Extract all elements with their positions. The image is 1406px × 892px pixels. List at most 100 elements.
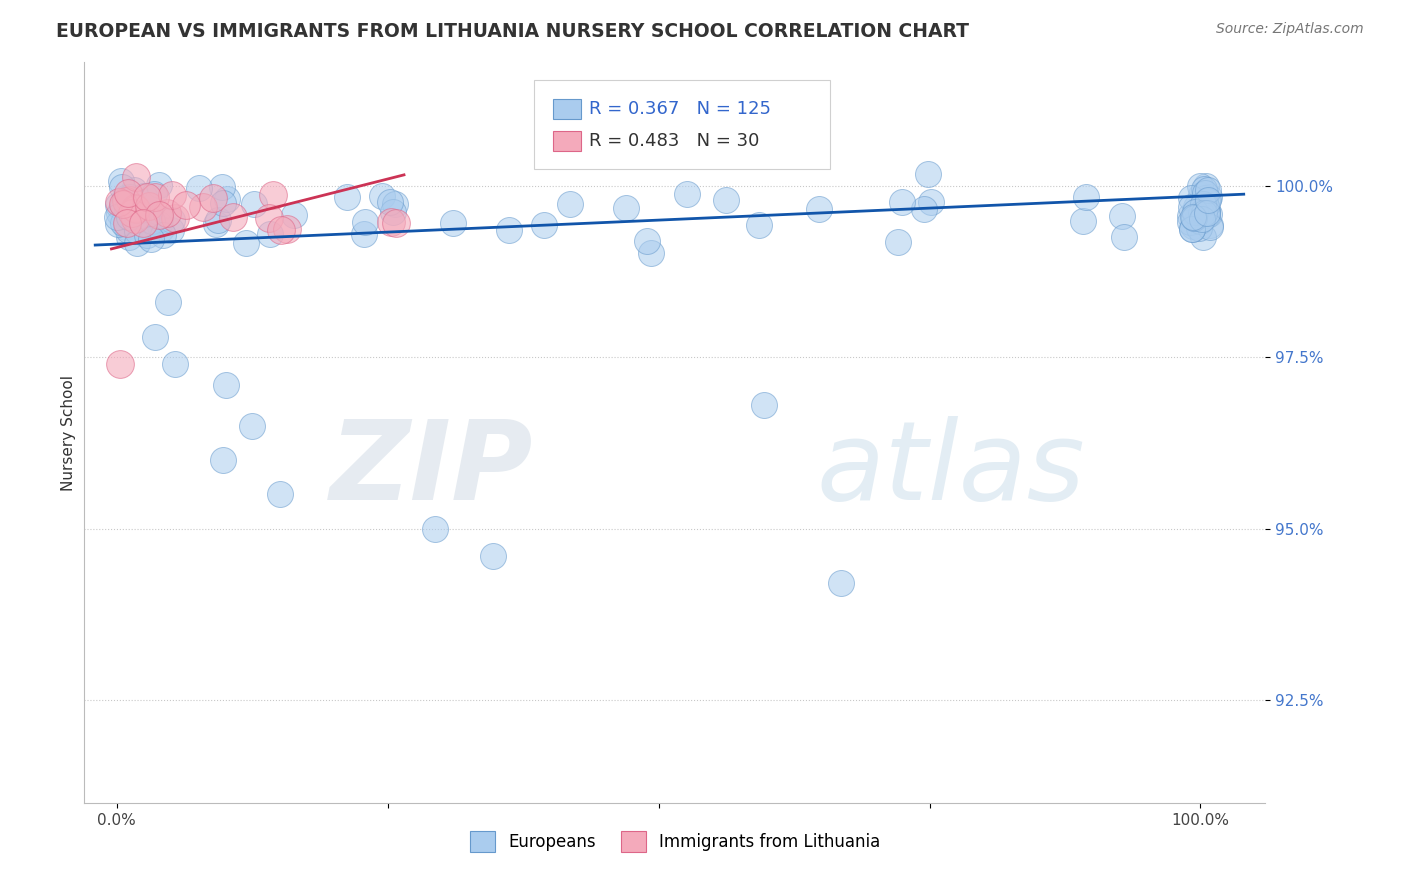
Point xyxy=(121,206,143,220)
Point xyxy=(1194,186,1216,201)
Point xyxy=(118,190,141,204)
Point xyxy=(117,229,139,244)
Legend: Europeans, Immigrants from Lithuania: Europeans, Immigrants from Lithuania xyxy=(463,825,887,858)
Point xyxy=(381,204,404,219)
Point xyxy=(1197,193,1219,207)
Point xyxy=(259,227,281,241)
Point xyxy=(160,188,183,202)
Point xyxy=(384,196,406,211)
Point xyxy=(482,549,505,563)
Text: EUROPEAN VS IMMIGRANTS FROM LITHUANIA NURSERY SCHOOL CORRELATION CHART: EUROPEAN VS IMMIGRANTS FROM LITHUANIA NU… xyxy=(56,22,969,41)
Point xyxy=(1195,202,1218,217)
Point xyxy=(283,208,305,222)
Point xyxy=(1188,214,1211,228)
Point xyxy=(276,222,298,236)
Point xyxy=(1182,210,1205,224)
Point xyxy=(640,246,662,260)
Point xyxy=(139,232,162,246)
Point xyxy=(156,206,179,220)
Point xyxy=(380,194,402,209)
Point xyxy=(886,235,908,249)
Point xyxy=(132,217,155,231)
Point xyxy=(136,227,159,242)
Point xyxy=(1192,206,1215,220)
Point xyxy=(1184,200,1206,214)
Point xyxy=(1188,211,1211,226)
Point xyxy=(222,210,245,224)
Point xyxy=(1195,178,1218,193)
Point xyxy=(1192,208,1215,222)
Point xyxy=(160,223,183,237)
Point xyxy=(207,212,229,227)
Point xyxy=(127,235,149,250)
Point xyxy=(125,202,148,216)
Point xyxy=(423,522,446,536)
Point xyxy=(112,216,135,230)
Y-axis label: Nursery School: Nursery School xyxy=(60,375,76,491)
Point xyxy=(124,212,146,227)
Point xyxy=(636,234,658,248)
Point xyxy=(830,576,852,591)
Point xyxy=(1076,190,1098,204)
Point xyxy=(117,194,139,208)
Point xyxy=(111,180,134,194)
Point xyxy=(134,189,156,203)
Point xyxy=(124,183,146,197)
Point xyxy=(560,196,582,211)
Point xyxy=(1188,202,1211,216)
Point xyxy=(121,202,143,217)
Point xyxy=(107,210,129,224)
Point xyxy=(1189,188,1212,202)
Point xyxy=(125,201,148,215)
Point xyxy=(1198,207,1220,221)
Point xyxy=(211,179,233,194)
Point xyxy=(1184,211,1206,225)
Point xyxy=(748,218,770,232)
Point xyxy=(1071,214,1094,228)
Point xyxy=(117,186,139,200)
Point xyxy=(115,202,138,216)
Point xyxy=(614,201,637,215)
Point xyxy=(1197,208,1219,222)
Point xyxy=(148,217,170,231)
Point xyxy=(125,210,148,224)
Point xyxy=(201,191,224,205)
Point xyxy=(125,170,148,185)
Point xyxy=(148,178,170,193)
Point xyxy=(1192,182,1215,196)
Point xyxy=(163,211,186,226)
Point xyxy=(1197,183,1219,197)
Point xyxy=(114,194,136,208)
Point xyxy=(205,217,228,231)
Point xyxy=(371,189,394,203)
Point xyxy=(143,186,166,201)
Point xyxy=(143,190,166,204)
Point xyxy=(136,190,159,204)
Point xyxy=(215,377,238,392)
Point xyxy=(353,214,375,228)
Point xyxy=(174,197,197,211)
Point xyxy=(156,295,179,310)
Point xyxy=(240,418,263,433)
Point xyxy=(1195,199,1218,213)
Point xyxy=(114,191,136,205)
Point xyxy=(262,188,284,202)
Point xyxy=(270,223,292,237)
Point xyxy=(110,173,132,187)
Point xyxy=(127,211,149,225)
Point xyxy=(215,192,238,206)
Point xyxy=(353,227,375,241)
Point xyxy=(150,222,173,236)
Point xyxy=(111,198,134,212)
Point xyxy=(1188,179,1211,194)
Point xyxy=(1180,200,1202,214)
Point xyxy=(124,201,146,215)
Point xyxy=(1114,229,1136,244)
Point xyxy=(676,186,699,201)
Point xyxy=(107,205,129,219)
Point xyxy=(115,219,138,234)
Point xyxy=(138,199,160,213)
Point xyxy=(752,398,775,412)
Point xyxy=(1197,194,1219,208)
Point xyxy=(1111,210,1133,224)
